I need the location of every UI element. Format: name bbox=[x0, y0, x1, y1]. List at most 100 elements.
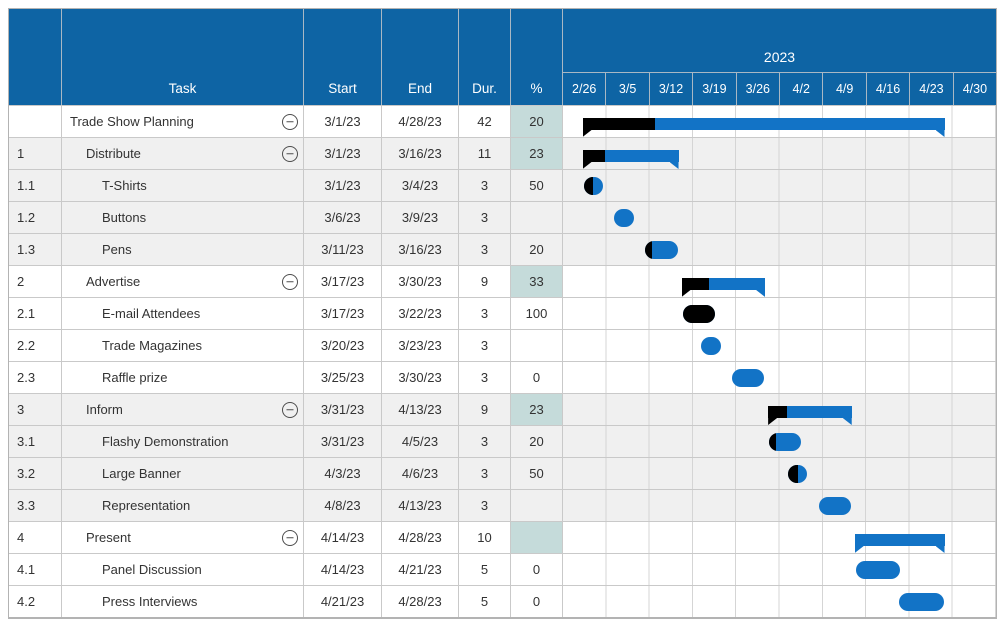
end-date-cell[interactable]: 3/4/23 bbox=[381, 170, 458, 201]
collapse-icon[interactable] bbox=[282, 401, 298, 418]
task-name-cell[interactable]: Trade Show Planning bbox=[61, 106, 303, 137]
gantt-row-timeline[interactable] bbox=[562, 234, 996, 265]
end-date-cell[interactable]: 4/28/23 bbox=[381, 586, 458, 617]
percent-cell[interactable]: 20 bbox=[510, 234, 562, 265]
end-date-cell[interactable]: 4/21/23 bbox=[381, 554, 458, 585]
summary-bar[interactable] bbox=[768, 406, 852, 425]
start-date-cell[interactable]: 3/1/23 bbox=[303, 138, 381, 169]
duration-cell[interactable]: 3 bbox=[458, 298, 510, 329]
duration-cell[interactable]: 3 bbox=[458, 458, 510, 489]
task-number-cell[interactable]: 4 bbox=[17, 530, 25, 545]
summary-bar[interactable] bbox=[582, 150, 679, 169]
percent-cell[interactable]: 50 bbox=[510, 170, 562, 201]
percent-cell[interactable]: 20 bbox=[510, 106, 562, 137]
task-bar[interactable] bbox=[732, 369, 765, 387]
task-bar[interactable] bbox=[855, 561, 901, 579]
task-number-cell[interactable]: 4.1 bbox=[17, 562, 36, 577]
percent-cell[interactable]: 0 bbox=[510, 554, 562, 585]
gantt-row-timeline[interactable] bbox=[562, 394, 996, 425]
start-date-cell[interactable]: 3/17/23 bbox=[303, 266, 381, 297]
gantt-row-timeline[interactable] bbox=[562, 298, 996, 329]
percent-cell[interactable]: 50 bbox=[510, 458, 562, 489]
duration-cell[interactable]: 5 bbox=[458, 586, 510, 617]
summary-bar[interactable] bbox=[582, 118, 945, 137]
percent-cell[interactable]: 23 bbox=[510, 394, 562, 425]
end-date-cell[interactable]: 3/23/23 bbox=[381, 330, 458, 361]
percent-cell[interactable] bbox=[510, 522, 562, 553]
percent-cell[interactable] bbox=[510, 202, 562, 233]
summary-bar[interactable] bbox=[854, 534, 945, 553]
task-name-cell[interactable]: Panel Discussion bbox=[61, 554, 303, 585]
gantt-row-timeline[interactable] bbox=[562, 362, 996, 393]
start-date-cell[interactable]: 3/31/23 bbox=[303, 426, 381, 457]
end-date-cell[interactable]: 4/28/23 bbox=[381, 522, 458, 553]
duration-cell[interactable]: 11 bbox=[458, 138, 510, 169]
duration-cell[interactable]: 9 bbox=[458, 394, 510, 425]
start-date-cell[interactable]: 3/11/23 bbox=[303, 234, 381, 265]
start-date-cell[interactable]: 3/1/23 bbox=[303, 170, 381, 201]
gantt-row-timeline[interactable] bbox=[562, 522, 996, 553]
gantt-row-timeline[interactable] bbox=[562, 330, 996, 361]
duration-cell[interactable]: 3 bbox=[458, 426, 510, 457]
task-name-cell[interactable]: Flashy Demonstration bbox=[61, 426, 303, 457]
task-number-cell[interactable]: 1 bbox=[17, 146, 25, 161]
task-number-cell[interactable]: 2 bbox=[17, 274, 25, 289]
task-name-cell[interactable]: T-Shirts bbox=[61, 170, 303, 201]
gantt-row-timeline[interactable] bbox=[562, 458, 996, 489]
task-bar[interactable] bbox=[787, 465, 808, 483]
task-number-cell[interactable]: 3.3 bbox=[17, 498, 36, 513]
task-bar[interactable] bbox=[899, 593, 944, 611]
task-number-cell[interactable]: 2.3 bbox=[17, 370, 36, 385]
task-name-cell[interactable]: Present bbox=[61, 522, 303, 553]
percent-cell[interactable]: 0 bbox=[510, 586, 562, 617]
gantt-row-timeline[interactable] bbox=[562, 554, 996, 585]
task-number-cell[interactable]: 3 bbox=[17, 402, 25, 417]
percent-cell[interactable]: 20 bbox=[510, 426, 562, 457]
task-number-cell[interactable]: 2.2 bbox=[17, 338, 36, 353]
start-date-cell[interactable]: 4/14/23 bbox=[303, 522, 381, 553]
task-bar[interactable] bbox=[701, 337, 721, 355]
gantt-row-timeline[interactable] bbox=[562, 490, 996, 521]
start-date-cell[interactable]: 4/21/23 bbox=[303, 586, 381, 617]
task-number-cell[interactable]: 1.1 bbox=[17, 178, 36, 193]
collapse-icon[interactable] bbox=[282, 113, 298, 130]
duration-cell[interactable]: 10 bbox=[458, 522, 510, 553]
gantt-row-timeline[interactable] bbox=[562, 170, 996, 201]
task-bar[interactable] bbox=[645, 241, 678, 259]
end-date-cell[interactable]: 3/30/23 bbox=[381, 362, 458, 393]
task-name-cell[interactable]: Distribute bbox=[61, 138, 303, 169]
percent-cell[interactable]: 23 bbox=[510, 138, 562, 169]
duration-cell[interactable]: 3 bbox=[458, 362, 510, 393]
start-date-cell[interactable]: 3/31/23 bbox=[303, 394, 381, 425]
duration-cell[interactable]: 5 bbox=[458, 554, 510, 585]
task-name-cell[interactable]: Raffle prize bbox=[61, 362, 303, 393]
start-date-cell[interactable]: 3/1/23 bbox=[303, 106, 381, 137]
percent-cell[interactable] bbox=[510, 330, 562, 361]
task-number-cell[interactable]: 1.2 bbox=[17, 210, 36, 225]
duration-cell[interactable]: 3 bbox=[458, 330, 510, 361]
task-name-cell[interactable]: Inform bbox=[61, 394, 303, 425]
task-name-cell[interactable]: Press Interviews bbox=[61, 586, 303, 617]
end-date-cell[interactable]: 3/16/23 bbox=[381, 234, 458, 265]
task-number-cell[interactable]: 3.1 bbox=[17, 434, 36, 449]
task-bar[interactable] bbox=[614, 209, 635, 227]
percent-cell[interactable]: 100 bbox=[510, 298, 562, 329]
duration-cell[interactable]: 9 bbox=[458, 266, 510, 297]
task-name-cell[interactable]: Advertise bbox=[61, 266, 303, 297]
collapse-icon[interactable] bbox=[282, 273, 298, 290]
duration-cell[interactable]: 42 bbox=[458, 106, 510, 137]
end-date-cell[interactable]: 4/13/23 bbox=[381, 394, 458, 425]
end-date-cell[interactable]: 3/16/23 bbox=[381, 138, 458, 169]
task-number-cell[interactable]: 3.2 bbox=[17, 466, 36, 481]
task-number-cell[interactable]: 2.1 bbox=[17, 306, 36, 321]
task-bar[interactable] bbox=[682, 305, 715, 323]
end-date-cell[interactable]: 4/13/23 bbox=[381, 490, 458, 521]
start-date-cell[interactable]: 3/17/23 bbox=[303, 298, 381, 329]
start-date-cell[interactable]: 3/20/23 bbox=[303, 330, 381, 361]
percent-cell[interactable] bbox=[510, 490, 562, 521]
start-date-cell[interactable]: 4/3/23 bbox=[303, 458, 381, 489]
end-date-cell[interactable]: 4/6/23 bbox=[381, 458, 458, 489]
duration-cell[interactable]: 3 bbox=[458, 202, 510, 233]
task-name-cell[interactable]: E-mail Attendees bbox=[61, 298, 303, 329]
start-date-cell[interactable]: 4/14/23 bbox=[303, 554, 381, 585]
